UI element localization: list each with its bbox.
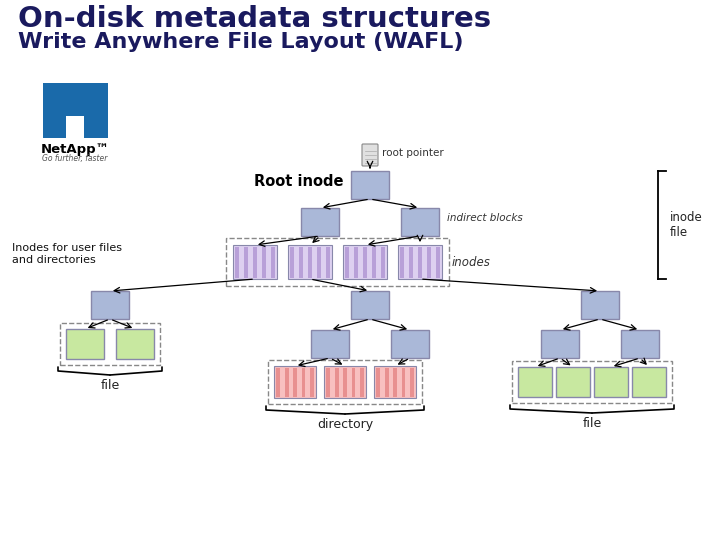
FancyBboxPatch shape: [409, 246, 413, 278]
FancyBboxPatch shape: [233, 245, 277, 279]
FancyBboxPatch shape: [556, 367, 590, 397]
Text: inodes: inodes: [452, 255, 491, 268]
Text: NetApp™: NetApp™: [40, 144, 109, 157]
FancyBboxPatch shape: [363, 246, 367, 278]
Text: Root inode: Root inode: [253, 174, 343, 190]
Text: file: file: [100, 379, 120, 392]
FancyBboxPatch shape: [343, 368, 347, 396]
FancyBboxPatch shape: [374, 366, 416, 398]
FancyBboxPatch shape: [372, 246, 376, 278]
FancyBboxPatch shape: [235, 246, 240, 278]
FancyBboxPatch shape: [351, 291, 389, 319]
FancyBboxPatch shape: [354, 246, 359, 278]
FancyBboxPatch shape: [311, 330, 349, 358]
FancyBboxPatch shape: [436, 246, 440, 278]
FancyBboxPatch shape: [410, 368, 414, 396]
Text: file: file: [582, 417, 602, 430]
FancyBboxPatch shape: [293, 368, 297, 396]
FancyBboxPatch shape: [418, 246, 422, 278]
Text: inode
file: inode file: [670, 211, 703, 239]
Text: Inodes for user files
and directories: Inodes for user files and directories: [12, 243, 122, 265]
FancyBboxPatch shape: [244, 246, 248, 278]
FancyBboxPatch shape: [346, 246, 349, 278]
FancyBboxPatch shape: [271, 246, 274, 278]
FancyBboxPatch shape: [351, 171, 389, 199]
FancyBboxPatch shape: [518, 367, 552, 397]
FancyBboxPatch shape: [324, 366, 366, 398]
FancyBboxPatch shape: [400, 246, 405, 278]
FancyBboxPatch shape: [360, 368, 364, 396]
FancyBboxPatch shape: [381, 246, 384, 278]
Text: Write Anywhere File Layout (WAFL): Write Anywhere File Layout (WAFL): [18, 32, 464, 52]
FancyBboxPatch shape: [362, 144, 378, 166]
FancyBboxPatch shape: [310, 368, 314, 396]
Text: On-disk metadata structures: On-disk metadata structures: [18, 5, 491, 33]
FancyBboxPatch shape: [301, 208, 339, 236]
FancyBboxPatch shape: [317, 246, 321, 278]
FancyBboxPatch shape: [393, 368, 397, 396]
FancyBboxPatch shape: [398, 245, 442, 279]
FancyBboxPatch shape: [391, 330, 429, 358]
FancyBboxPatch shape: [594, 367, 628, 397]
FancyBboxPatch shape: [66, 329, 104, 359]
FancyBboxPatch shape: [290, 246, 294, 278]
FancyBboxPatch shape: [401, 208, 439, 236]
FancyBboxPatch shape: [325, 246, 330, 278]
FancyBboxPatch shape: [621, 330, 659, 358]
FancyBboxPatch shape: [116, 329, 154, 359]
Text: root pointer: root pointer: [382, 148, 444, 158]
FancyBboxPatch shape: [427, 246, 431, 278]
FancyBboxPatch shape: [253, 246, 257, 278]
FancyBboxPatch shape: [308, 246, 312, 278]
FancyBboxPatch shape: [326, 368, 330, 396]
FancyBboxPatch shape: [276, 368, 280, 396]
FancyBboxPatch shape: [632, 367, 666, 397]
FancyBboxPatch shape: [335, 368, 338, 396]
Text: directory: directory: [317, 418, 373, 431]
FancyBboxPatch shape: [581, 291, 619, 319]
Text: Root inode: Root inode: [18, 3, 26, 4]
FancyBboxPatch shape: [384, 368, 389, 396]
FancyBboxPatch shape: [274, 366, 316, 398]
FancyBboxPatch shape: [262, 246, 266, 278]
FancyBboxPatch shape: [377, 368, 380, 396]
FancyBboxPatch shape: [42, 83, 107, 138]
FancyBboxPatch shape: [288, 245, 332, 279]
Text: Go further, faster: Go further, faster: [42, 154, 108, 164]
FancyBboxPatch shape: [402, 368, 405, 396]
FancyBboxPatch shape: [541, 330, 579, 358]
FancyBboxPatch shape: [343, 245, 387, 279]
FancyBboxPatch shape: [300, 246, 303, 278]
Text: indirect blocks: indirect blocks: [447, 213, 523, 223]
FancyBboxPatch shape: [91, 291, 129, 319]
FancyBboxPatch shape: [302, 368, 305, 396]
FancyBboxPatch shape: [351, 368, 356, 396]
FancyBboxPatch shape: [284, 368, 289, 396]
FancyBboxPatch shape: [66, 116, 84, 138]
